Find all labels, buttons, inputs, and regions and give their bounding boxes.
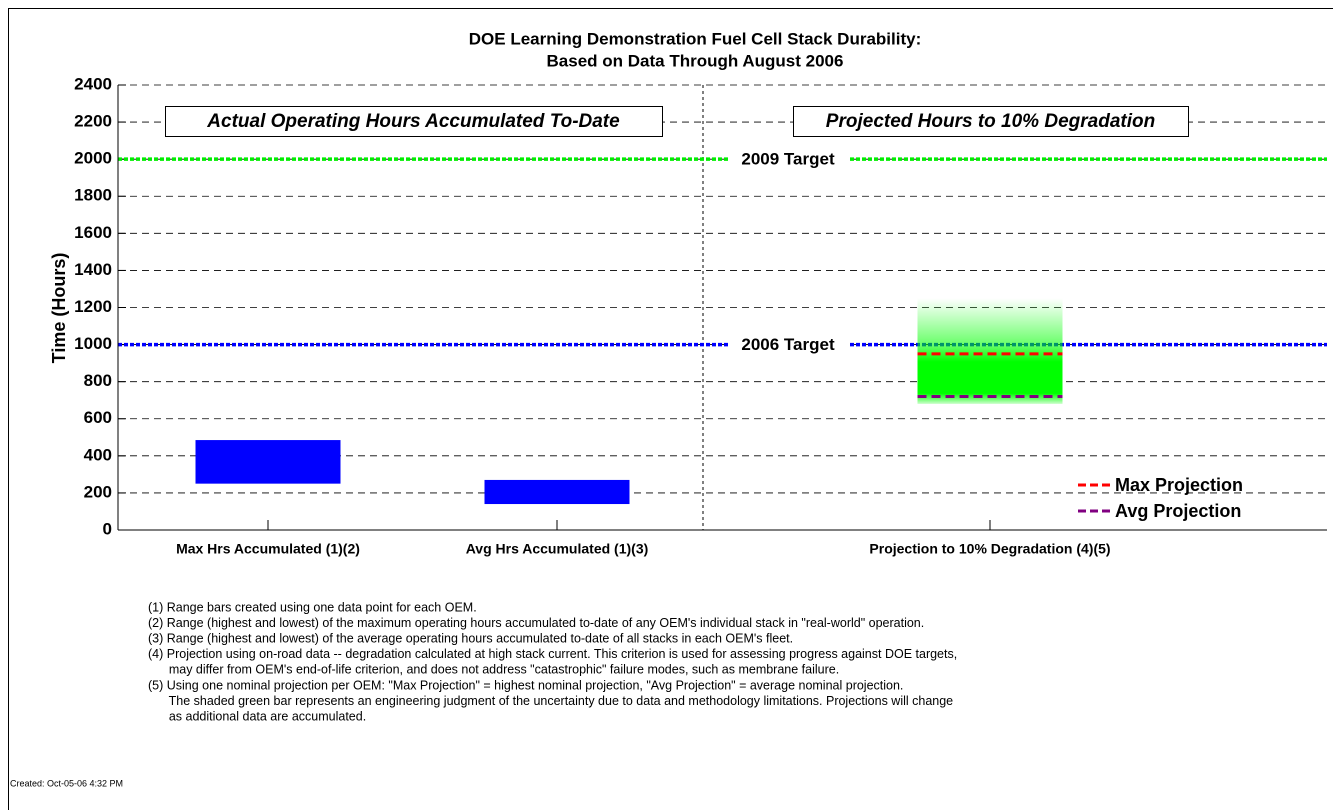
y-tick-label: 2400 (74, 74, 112, 93)
chart-subtitle: Based on Data Through August 2006 (547, 51, 844, 70)
created-stamp: Created: Oct-05-06 4:32 PM (10, 778, 123, 788)
y-tick-label: 600 (84, 408, 112, 427)
target-label-bg (728, 333, 848, 356)
range-bar (484, 479, 630, 505)
y-tick-label: 2200 (74, 112, 112, 131)
y-tick-label: 0 (103, 519, 112, 538)
x-tick-label: Max Hrs Accumulated (1)(2) (176, 541, 360, 557)
footnote: (5) Using one nominal projection per OEM… (148, 678, 903, 692)
target-label-bg (728, 148, 848, 171)
y-tick-label: 2000 (74, 149, 112, 168)
y-tick-label: 1800 (74, 186, 112, 205)
footnote: (1) Range bars created using one data po… (148, 600, 477, 614)
y-tick-label: 1000 (74, 334, 112, 353)
target-label: 2009 Target (741, 150, 835, 169)
y-tick-label: 1600 (74, 223, 112, 242)
target-label: 2006 Target (741, 335, 835, 354)
legend-label: Max Projection (1115, 475, 1243, 495)
x-tick-label: Avg Hrs Accumulated (1)(3) (466, 541, 649, 557)
y-tick-label: 1400 (74, 260, 112, 279)
footnote: The shaded green bar represents an engin… (148, 694, 953, 708)
frame (8, 8, 1333, 810)
uncertainty-bar (917, 298, 1063, 404)
chart-title: DOE Learning Demonstration Fuel Cell Sta… (469, 29, 921, 48)
legend-label: Avg Projection (1115, 501, 1241, 521)
y-tick-label: 200 (84, 482, 112, 501)
footnote: (4) Projection using on-road data -- deg… (148, 647, 957, 661)
range-bar (195, 440, 341, 484)
footnote: (2) Range (highest and lowest) of the ma… (148, 616, 924, 630)
y-tick-label: 400 (84, 445, 112, 464)
panel-label: Actual Operating Hours Accumulated To-Da… (206, 111, 620, 132)
footnote: as additional data are accumulated. (148, 709, 366, 723)
y-tick-label: 1200 (74, 297, 112, 316)
panel-label: Projected Hours to 10% Degradation (826, 111, 1155, 132)
panel-label-box (793, 106, 1189, 137)
x-tick-label: Projection to 10% Degradation (4)(5) (869, 541, 1110, 557)
y-tick-label: 800 (84, 371, 112, 390)
panel-label-box (165, 106, 663, 137)
y-axis-label: Time (Hours) (49, 253, 69, 364)
footnote: may differ from OEM's end-of-life criter… (148, 663, 839, 677)
footnote: (3) Range (highest and lowest) of the av… (148, 631, 793, 645)
